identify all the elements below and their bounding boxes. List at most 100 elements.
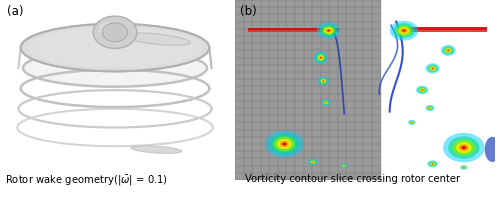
- Ellipse shape: [446, 48, 451, 52]
- Ellipse shape: [325, 102, 327, 103]
- Ellipse shape: [396, 25, 412, 36]
- Text: Rotor wake geometry($|\bar{\omega}|$ = 0.1): Rotor wake geometry($|\bar{\omega}|$ = 0…: [5, 174, 168, 188]
- Ellipse shape: [421, 89, 424, 91]
- Ellipse shape: [432, 163, 434, 165]
- Ellipse shape: [430, 162, 436, 166]
- Ellipse shape: [460, 165, 468, 170]
- Ellipse shape: [320, 57, 322, 58]
- Bar: [248, 30, 339, 32]
- Ellipse shape: [317, 54, 324, 61]
- Ellipse shape: [426, 63, 440, 74]
- Ellipse shape: [390, 21, 418, 40]
- Ellipse shape: [416, 86, 428, 94]
- Ellipse shape: [420, 88, 424, 92]
- Ellipse shape: [459, 144, 468, 151]
- Ellipse shape: [419, 88, 426, 92]
- Ellipse shape: [443, 133, 484, 162]
- Ellipse shape: [429, 107, 431, 109]
- Ellipse shape: [427, 160, 438, 167]
- Ellipse shape: [430, 162, 434, 165]
- Ellipse shape: [311, 161, 315, 163]
- Text: (b): (b): [240, 5, 257, 18]
- Ellipse shape: [432, 68, 434, 69]
- Ellipse shape: [428, 66, 436, 71]
- Bar: [248, 28, 339, 32]
- Ellipse shape: [122, 33, 190, 45]
- Ellipse shape: [411, 122, 412, 123]
- Ellipse shape: [324, 101, 328, 105]
- Ellipse shape: [344, 165, 345, 166]
- Bar: [380, 0, 495, 180]
- Ellipse shape: [320, 56, 322, 59]
- Ellipse shape: [29, 27, 201, 68]
- Ellipse shape: [265, 130, 304, 158]
- Ellipse shape: [343, 165, 345, 166]
- Ellipse shape: [409, 120, 414, 124]
- Ellipse shape: [428, 107, 432, 109]
- Ellipse shape: [462, 146, 466, 149]
- Ellipse shape: [312, 161, 314, 163]
- Ellipse shape: [282, 143, 286, 145]
- Ellipse shape: [428, 161, 436, 166]
- Ellipse shape: [462, 166, 466, 169]
- Ellipse shape: [320, 25, 338, 37]
- Ellipse shape: [426, 106, 434, 110]
- Ellipse shape: [402, 30, 406, 32]
- Ellipse shape: [322, 100, 330, 105]
- Ellipse shape: [310, 160, 316, 164]
- Ellipse shape: [319, 78, 328, 84]
- Ellipse shape: [20, 24, 210, 71]
- Ellipse shape: [461, 166, 466, 169]
- Ellipse shape: [456, 142, 471, 153]
- Bar: [399, 30, 487, 32]
- Ellipse shape: [430, 66, 436, 70]
- Ellipse shape: [463, 167, 464, 168]
- Ellipse shape: [462, 167, 465, 168]
- Ellipse shape: [277, 139, 292, 149]
- Ellipse shape: [448, 137, 480, 159]
- Ellipse shape: [309, 160, 317, 164]
- Ellipse shape: [410, 121, 413, 123]
- Ellipse shape: [274, 137, 295, 151]
- Ellipse shape: [452, 139, 475, 156]
- Ellipse shape: [328, 30, 330, 31]
- Ellipse shape: [131, 146, 182, 153]
- Ellipse shape: [270, 134, 299, 154]
- Ellipse shape: [308, 159, 318, 165]
- Ellipse shape: [318, 55, 324, 60]
- Ellipse shape: [340, 163, 348, 168]
- Ellipse shape: [318, 77, 329, 85]
- Ellipse shape: [322, 26, 335, 35]
- Ellipse shape: [317, 22, 340, 39]
- Ellipse shape: [280, 141, 288, 147]
- Ellipse shape: [431, 67, 434, 70]
- Ellipse shape: [342, 164, 347, 167]
- Bar: [235, 0, 380, 180]
- Ellipse shape: [448, 50, 449, 51]
- Ellipse shape: [326, 29, 331, 32]
- Text: Vorticity contour slice crossing rotor center: Vorticity contour slice crossing rotor c…: [245, 174, 460, 184]
- Ellipse shape: [320, 79, 326, 83]
- Ellipse shape: [426, 105, 434, 111]
- Ellipse shape: [432, 163, 433, 164]
- Circle shape: [99, 22, 117, 36]
- Ellipse shape: [23, 49, 207, 87]
- Ellipse shape: [428, 106, 432, 110]
- Ellipse shape: [342, 164, 346, 167]
- Ellipse shape: [444, 47, 452, 53]
- Bar: [399, 27, 487, 32]
- Ellipse shape: [324, 101, 328, 104]
- Ellipse shape: [324, 28, 333, 34]
- Ellipse shape: [322, 99, 330, 106]
- Ellipse shape: [418, 87, 427, 93]
- Ellipse shape: [440, 45, 456, 56]
- Ellipse shape: [401, 28, 407, 33]
- Text: (a): (a): [7, 5, 24, 18]
- Ellipse shape: [321, 79, 326, 83]
- Ellipse shape: [322, 80, 324, 82]
- Ellipse shape: [314, 51, 328, 64]
- Circle shape: [93, 16, 137, 48]
- Ellipse shape: [408, 120, 416, 125]
- Ellipse shape: [446, 49, 450, 52]
- Ellipse shape: [442, 46, 454, 55]
